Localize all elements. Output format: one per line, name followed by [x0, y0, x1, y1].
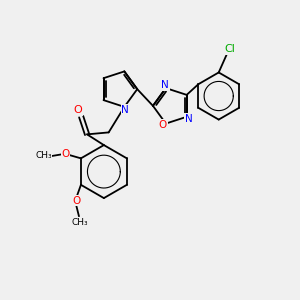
Text: N: N	[185, 114, 193, 124]
Text: O: O	[61, 149, 69, 159]
Text: Cl: Cl	[224, 44, 235, 54]
Text: N: N	[122, 105, 129, 115]
Text: CH₃: CH₃	[35, 151, 52, 160]
Text: O: O	[72, 196, 80, 206]
Text: O: O	[74, 105, 82, 115]
Text: CH₃: CH₃	[72, 218, 88, 226]
Text: O: O	[159, 120, 167, 130]
Text: N: N	[161, 80, 169, 90]
